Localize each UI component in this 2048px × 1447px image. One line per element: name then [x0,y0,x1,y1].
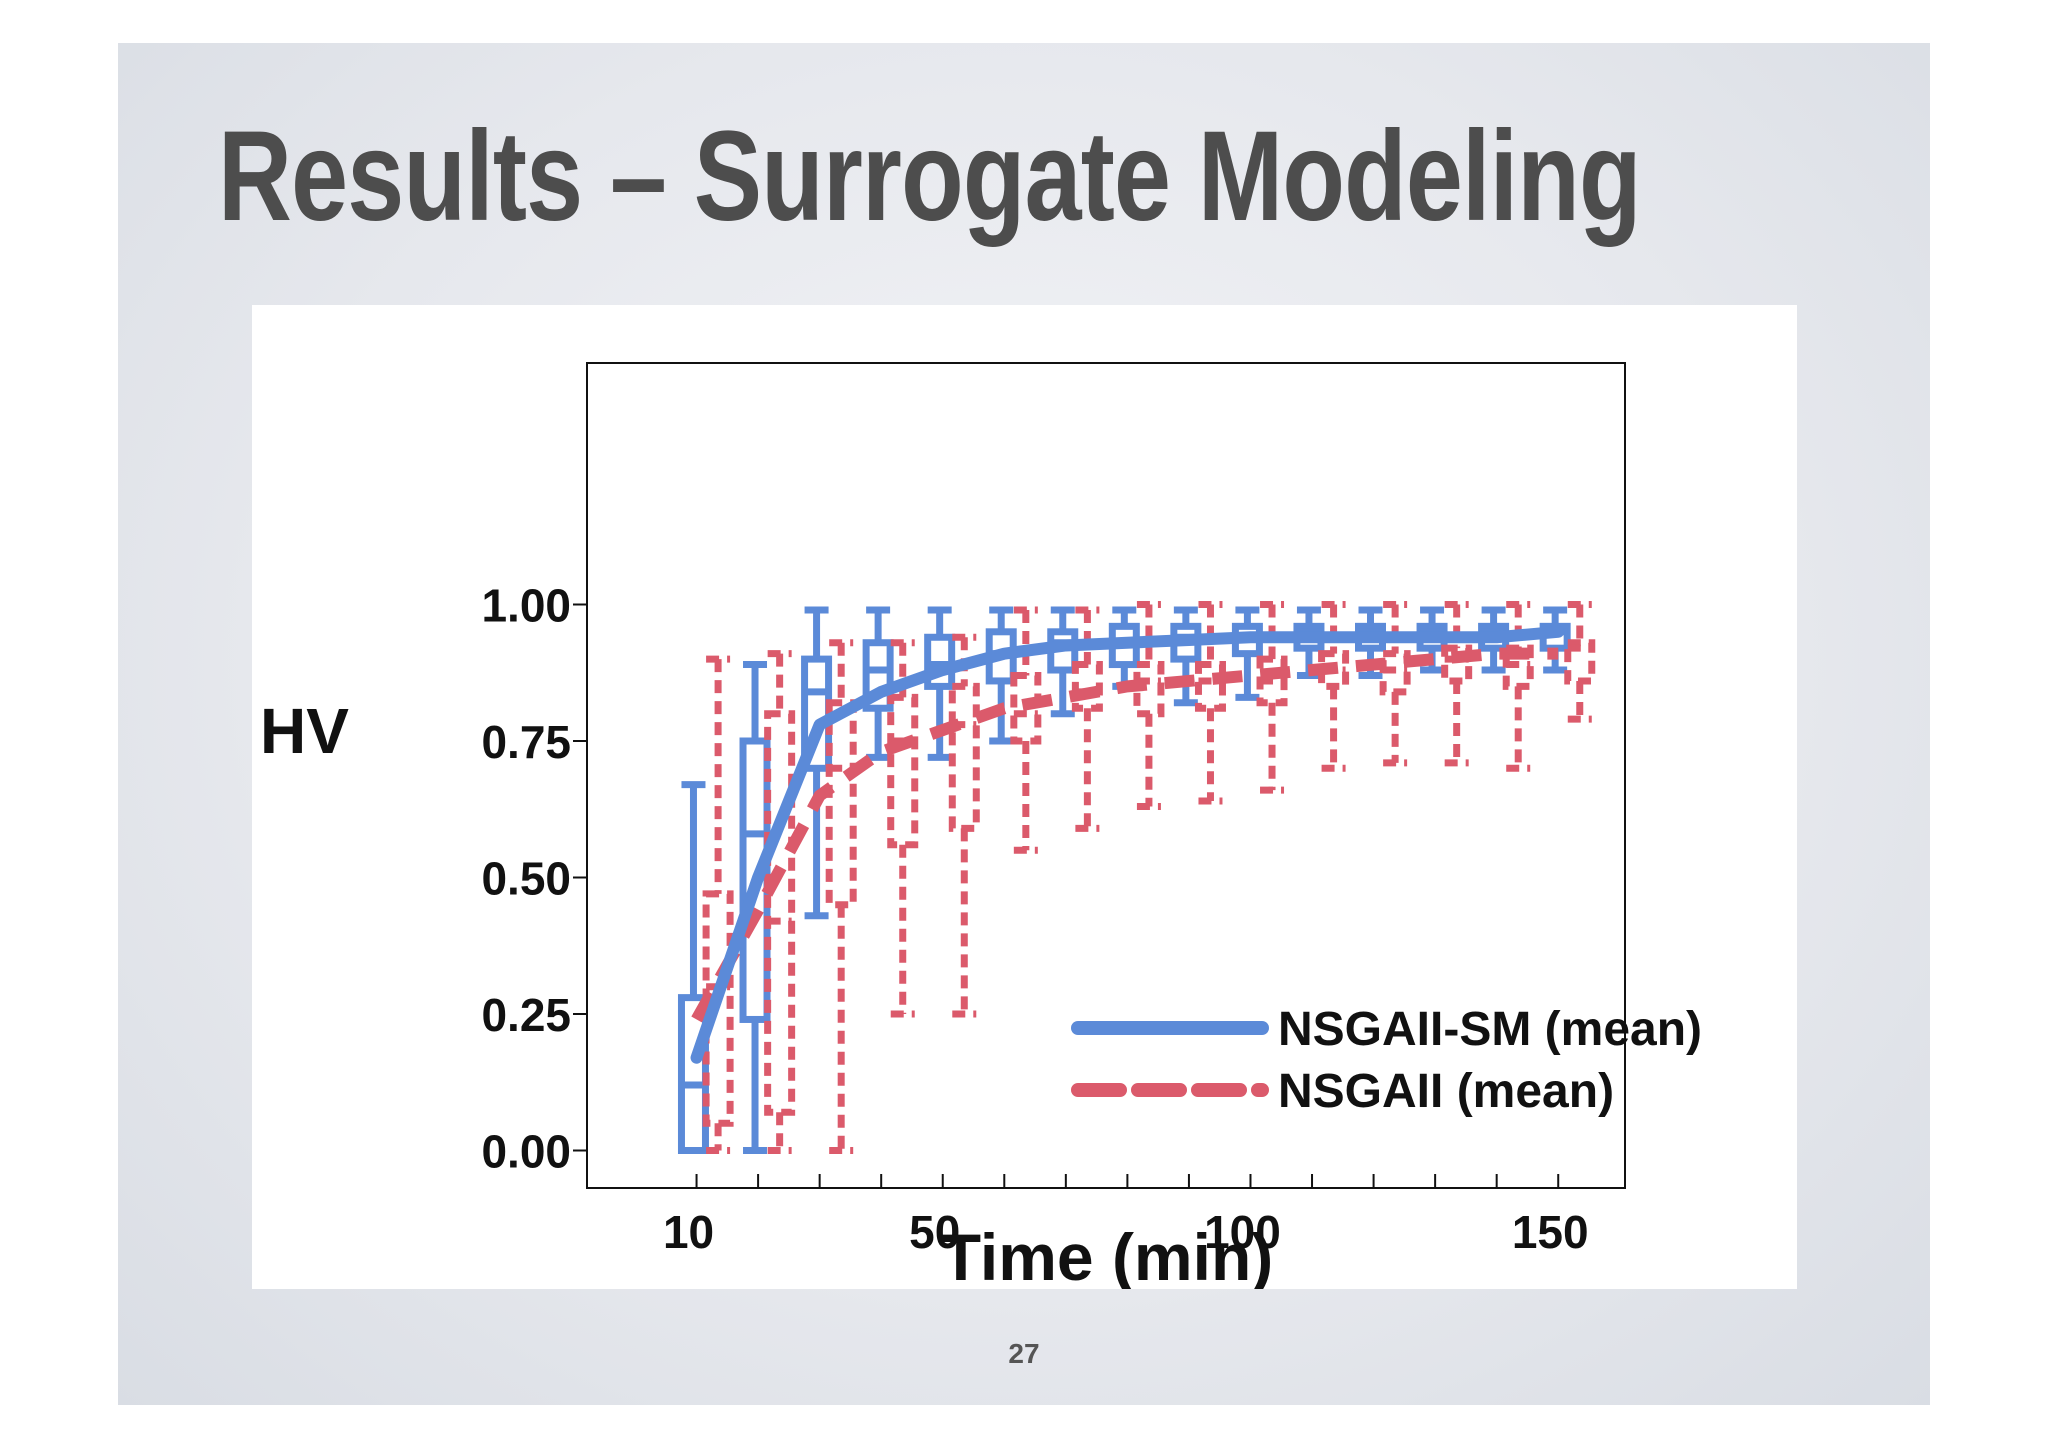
nsgaii-sm-box-3 [862,606,894,761]
legend-label-nsgaii-sm: NSGAII-SM (mean) [1278,1003,1702,1056]
y-tick-label: 0.25 [481,989,571,1041]
legend-label-nsgaii: NSGAII (mean) [1278,1065,1614,1118]
x-tick-label: 150 [1512,1206,1589,1258]
nsgaii-iqr-box [1194,661,1226,712]
y-tick-label: 0.00 [481,1126,571,1178]
x-tick-label: 10 [663,1206,714,1258]
hv-boxplot-chart: 0.00 0.25 0.50 0.75 1.00 10 50 100 150 NSGAII-SM… [260,362,1702,1289]
slide-title: Results – Surrogate Modeling [218,105,1642,248]
nsgaii-box-12 [1441,601,1473,767]
nsgaii-mean-line [691,647,1559,1023]
nsgaii-box-9 [1256,601,1288,794]
nsgaii-sm-box-1 [739,661,771,1154]
nsgaii-sm-iqr-box [862,639,894,712]
legend-item-nsgaii: NSGAII (mean) [1071,1065,1614,1118]
page-number: 27 [1008,1338,1040,1369]
nsgaii-box-14 [1564,601,1596,723]
y-tick-label: 1.00 [481,580,571,632]
nsgaii-box-1 [764,650,796,1154]
chart-panel: 0.00 0.25 0.50 0.75 1.00 10 50 100 150 NSGAII-SM… [252,305,1797,1289]
nsgaii-iqr-box [1318,650,1350,690]
nsgaii-iqr-box [702,890,734,1127]
x-axis-title: Time (min) [941,1220,1273,1289]
nsgaii-box-13 [1502,601,1534,772]
nsgaii-iqr-box [1564,639,1596,685]
x-tick-label: 50 [909,1206,960,1258]
y-axis-title: HV [260,695,349,767]
nsgaii-iqr-box [1133,661,1165,718]
nsgaii-box-2 [825,639,857,1154]
nsgaii-iqr-box [764,710,796,1116]
nsgaii-iqr-box [1441,644,1473,685]
y-tick-label: 0.50 [481,853,571,905]
slide: Results – Surrogate Modeling 0.00 0.25 0.5… [118,43,1930,1405]
x-tick-label: 100 [1204,1206,1281,1258]
nsgaii-iqr-box [948,682,980,832]
nsgaii-box-5 [1010,606,1042,854]
nsgaii-iqr-box [887,693,919,849]
plot-area [586,362,1626,1189]
nsgaii-iqr-box [1010,671,1042,745]
legend-item-nsgaii-sm: NSGAII-SM (mean) [1071,1003,1702,1056]
nsgaii-sm-mean-line [690,625,1565,1064]
nsgaii-box-11 [1379,601,1411,767]
nsgaii-iqr-box [1071,661,1103,712]
nsgaii-iqr-box [825,699,857,909]
y-tick-label: 0.75 [481,716,571,768]
